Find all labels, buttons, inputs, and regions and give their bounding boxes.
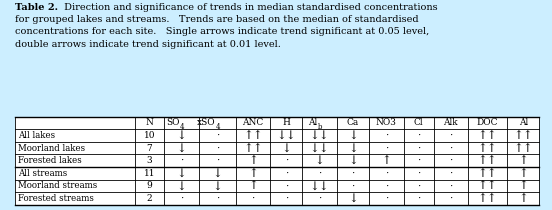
Text: ·: · — [216, 156, 219, 165]
Text: concentrations for each site.   Single arrows indicate trend significant at 0.05: concentrations for each site. Single arr… — [15, 28, 429, 37]
Text: ↑↑: ↑↑ — [477, 154, 497, 167]
Text: ·: · — [449, 169, 453, 178]
Text: ·: · — [417, 144, 420, 152]
Text: ·: · — [251, 194, 254, 203]
Text: ↑↑: ↑↑ — [477, 129, 497, 142]
Text: ↑↑: ↑↑ — [513, 142, 533, 155]
Text: ·: · — [449, 181, 453, 190]
Text: double arrows indicate trend significant at 0.01 level.: double arrows indicate trend significant… — [15, 40, 281, 49]
Text: ↑: ↑ — [518, 179, 528, 192]
Text: ↑: ↑ — [518, 154, 528, 167]
Text: ·: · — [352, 181, 354, 190]
Text: ANC: ANC — [242, 118, 263, 127]
Text: ↓: ↓ — [348, 129, 358, 142]
Bar — [15, 117, 539, 205]
Text: ·: · — [352, 169, 354, 178]
Text: ↓: ↓ — [282, 142, 291, 155]
Text: ·: · — [449, 131, 453, 140]
Text: ↑: ↑ — [248, 154, 258, 167]
Text: Moorland streams: Moorland streams — [18, 181, 97, 190]
Text: ↓↓: ↓↓ — [310, 179, 330, 192]
Text: ↑↑: ↑↑ — [477, 179, 497, 192]
Text: ·: · — [216, 131, 219, 140]
Text: ·: · — [318, 169, 321, 178]
Text: b: b — [318, 123, 322, 131]
Text: ↑↑: ↑↑ — [477, 167, 497, 180]
Text: ·: · — [385, 169, 388, 178]
Text: ↑: ↑ — [518, 167, 528, 180]
Text: Al: Al — [518, 118, 528, 127]
Text: ↓↓: ↓↓ — [310, 142, 330, 155]
Text: 3: 3 — [147, 156, 152, 165]
Text: ↑: ↑ — [248, 179, 258, 192]
Text: 10: 10 — [144, 131, 155, 140]
Text: ·: · — [385, 194, 388, 203]
Text: ·: · — [385, 144, 388, 152]
Text: Alk: Alk — [443, 118, 458, 127]
Text: ·: · — [216, 194, 219, 203]
Text: ·: · — [285, 169, 288, 178]
Text: 4: 4 — [180, 123, 184, 131]
Text: ·: · — [417, 131, 420, 140]
Text: ↑↑: ↑↑ — [477, 192, 497, 205]
Text: 9: 9 — [147, 181, 152, 190]
Text: All lakes: All lakes — [18, 131, 55, 140]
Text: SO: SO — [166, 118, 179, 127]
Text: Forested lakes: Forested lakes — [18, 156, 81, 165]
Text: Forested streams: Forested streams — [18, 194, 93, 203]
Text: NO3: NO3 — [376, 118, 397, 127]
Text: Moorland lakes: Moorland lakes — [18, 144, 85, 152]
Text: 7: 7 — [147, 144, 152, 152]
Text: H: H — [283, 118, 290, 127]
Text: DOC: DOC — [477, 118, 498, 127]
Text: xSO: xSO — [197, 118, 215, 127]
Text: ·: · — [417, 194, 420, 203]
Text: ·: · — [180, 194, 183, 203]
Text: ↑: ↑ — [381, 154, 391, 167]
Text: ↓: ↓ — [177, 142, 187, 155]
Text: ↓: ↓ — [213, 167, 222, 180]
Text: ·: · — [285, 156, 288, 165]
Text: ·: · — [449, 144, 453, 152]
Text: ↑: ↑ — [248, 167, 258, 180]
Text: Table 2.: Table 2. — [15, 3, 58, 12]
Text: ·: · — [449, 156, 453, 165]
Text: ↓: ↓ — [348, 154, 358, 167]
Text: All streams: All streams — [18, 169, 67, 178]
Text: ↑↑: ↑↑ — [513, 129, 533, 142]
Text: 11: 11 — [144, 169, 155, 178]
Text: 2: 2 — [147, 194, 152, 203]
Text: ·: · — [417, 156, 420, 165]
Text: ↓↓: ↓↓ — [310, 129, 330, 142]
Text: ↓↓: ↓↓ — [277, 129, 296, 142]
Text: ·: · — [417, 169, 420, 178]
Text: ↓: ↓ — [177, 179, 187, 192]
Text: ↑: ↑ — [518, 192, 528, 205]
Text: Ca: Ca — [347, 118, 359, 127]
Text: ↓: ↓ — [177, 167, 187, 180]
Text: ↓: ↓ — [315, 154, 325, 167]
Text: ↓: ↓ — [177, 129, 187, 142]
Text: ·: · — [216, 144, 219, 152]
Text: ·: · — [285, 181, 288, 190]
Text: ↑↑: ↑↑ — [477, 142, 497, 155]
Text: ↓: ↓ — [213, 179, 222, 192]
Text: ·: · — [385, 131, 388, 140]
Text: ·: · — [318, 194, 321, 203]
Text: ↑↑: ↑↑ — [243, 129, 263, 142]
Text: ·: · — [417, 181, 420, 190]
Text: ↑↑: ↑↑ — [243, 142, 263, 155]
Text: ↓: ↓ — [348, 192, 358, 205]
Text: ·: · — [385, 181, 388, 190]
Text: Cl: Cl — [414, 118, 423, 127]
Text: 4: 4 — [216, 123, 220, 131]
Text: Al: Al — [308, 118, 317, 127]
Text: ·: · — [285, 194, 288, 203]
Text: Direction and significance of trends in median standardised concentrations: Direction and significance of trends in … — [61, 3, 437, 12]
Text: ·: · — [180, 156, 183, 165]
Text: ↓: ↓ — [348, 142, 358, 155]
Text: ·: · — [449, 194, 453, 203]
Text: N: N — [146, 118, 153, 127]
Text: for grouped lakes and streams.   Trends are based on the median of standardised: for grouped lakes and streams. Trends ar… — [15, 15, 418, 24]
